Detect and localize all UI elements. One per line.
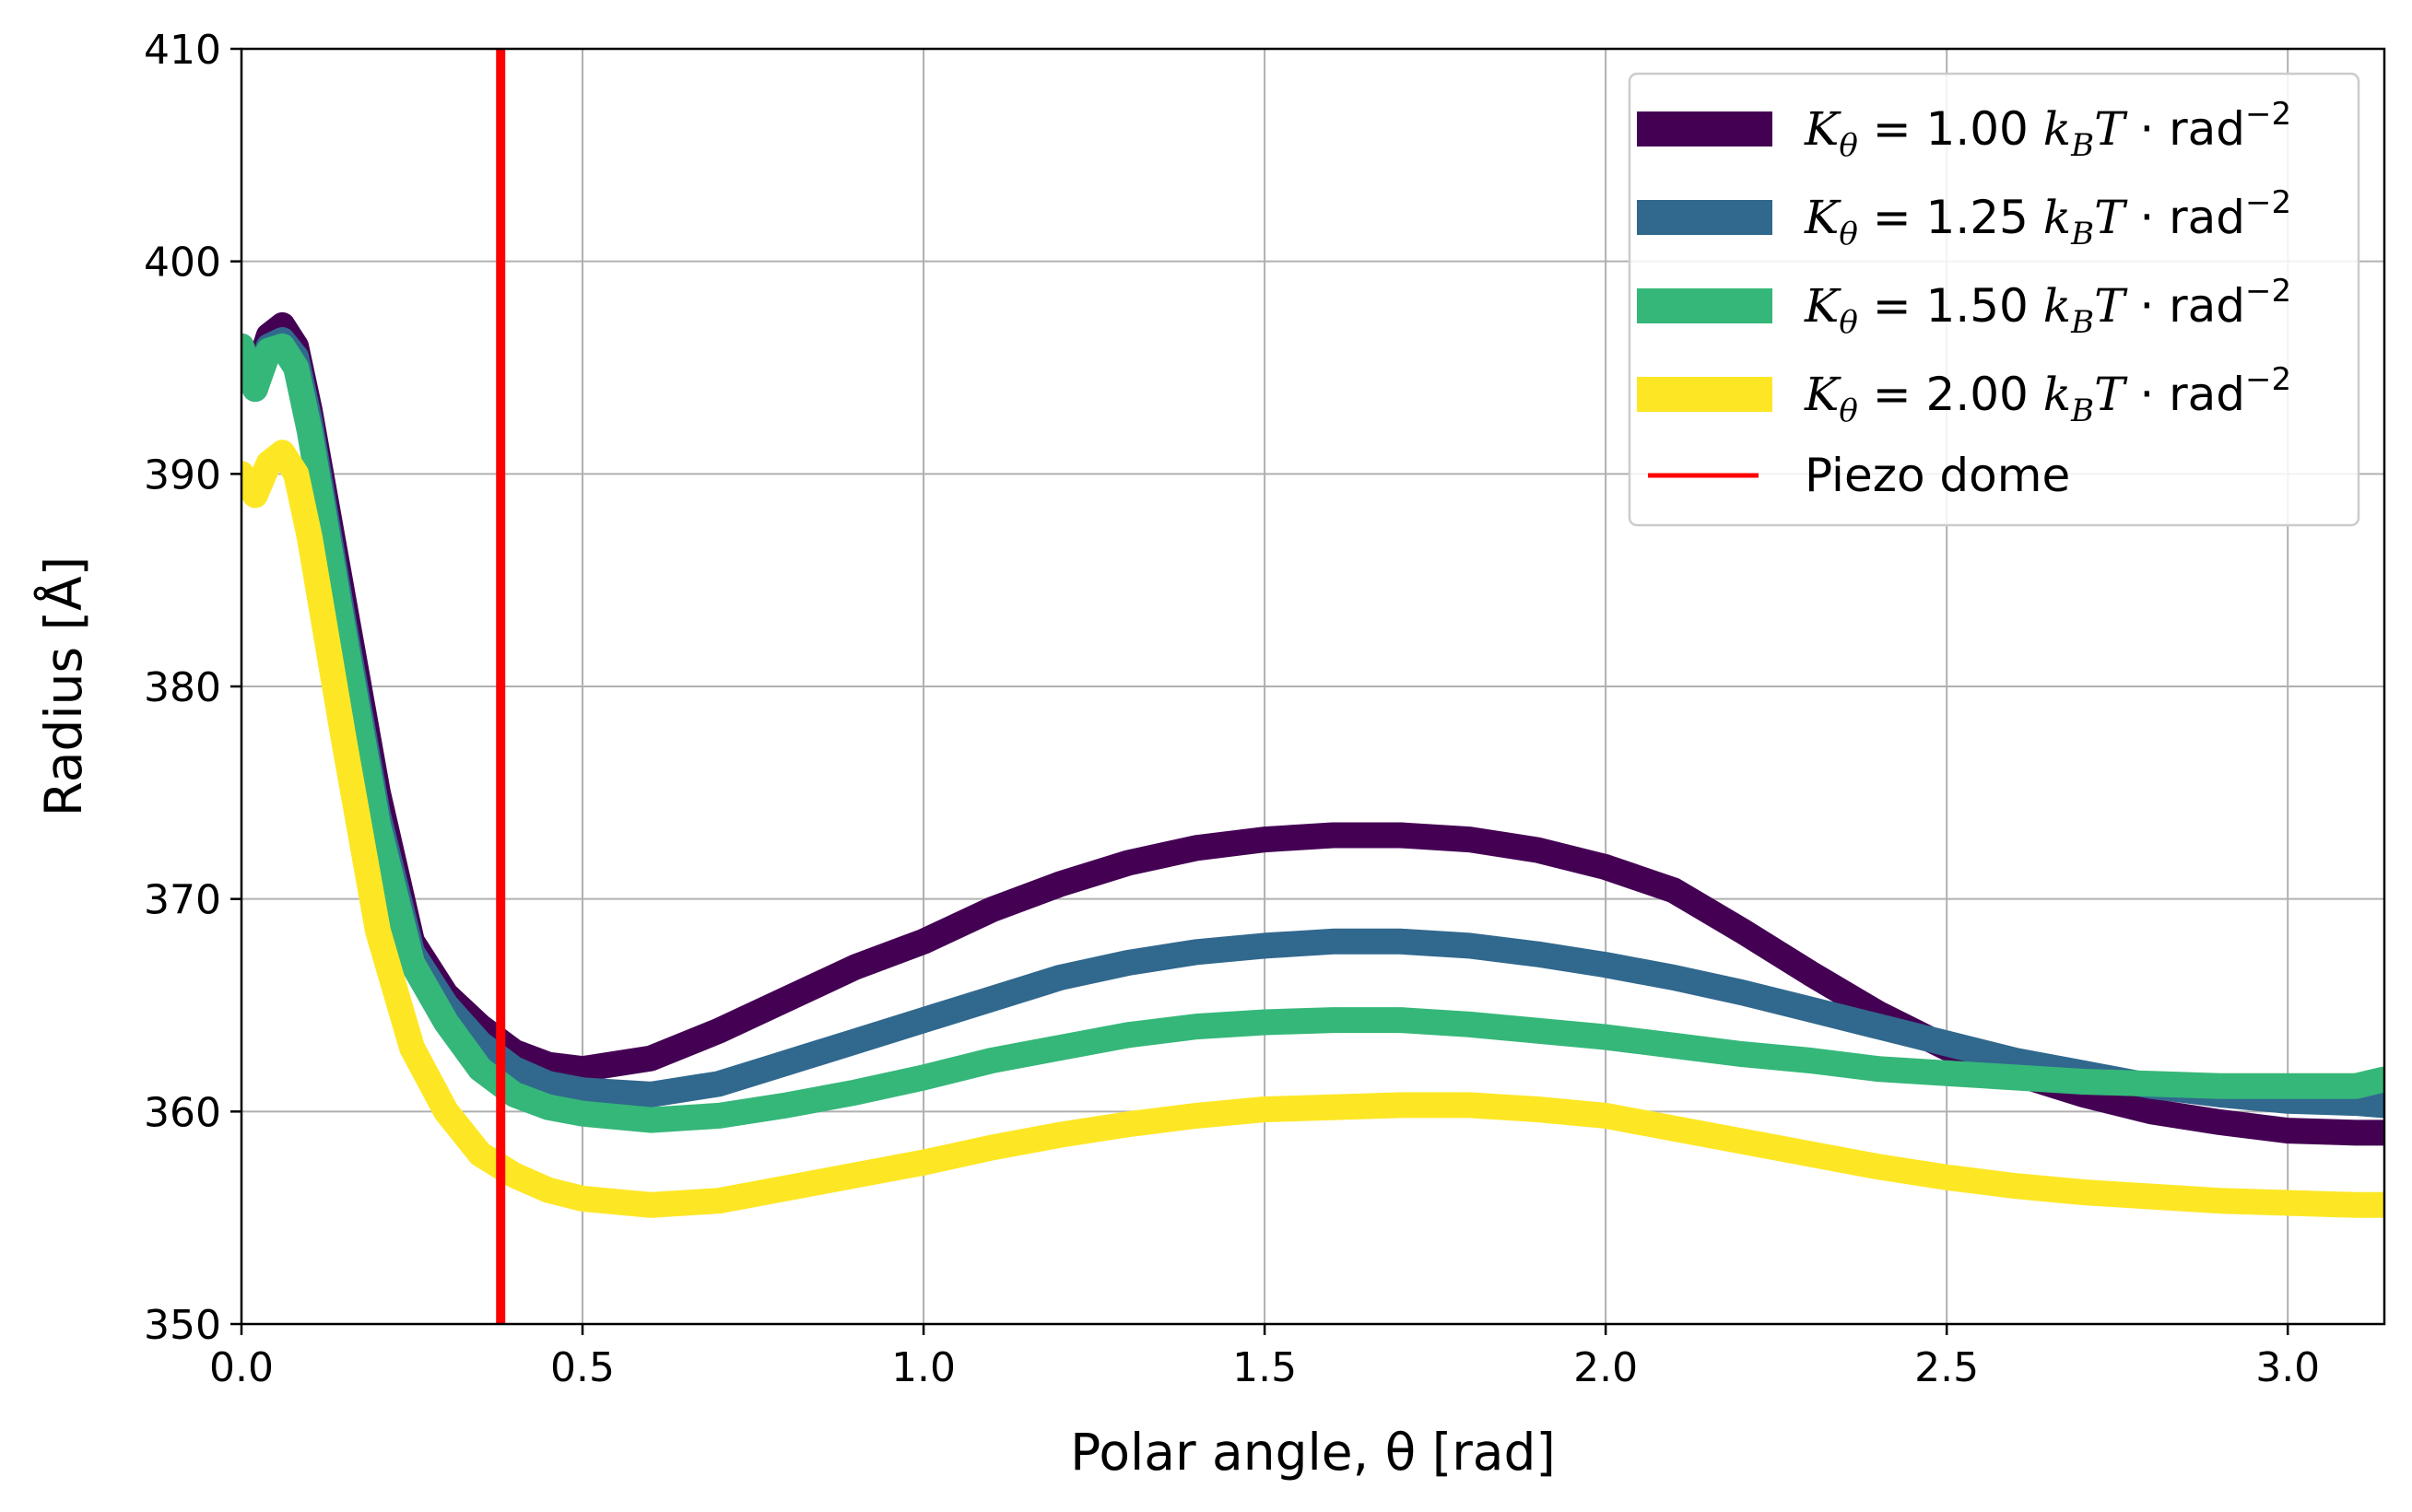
series-layer	[241, 311, 2384, 1218]
series-line-3	[241, 333, 2384, 1133]
legend-label-3: Kθ = 1.50 kBT · rad−2	[1804, 273, 2291, 341]
series-line-4	[241, 440, 2384, 1218]
y-tick-label: 350	[144, 1302, 221, 1349]
x-tick-label: 2.0	[1573, 1344, 1638, 1391]
y-axis-title: Radius [Å]	[33, 557, 93, 816]
x-tick-label: 1.5	[1232, 1344, 1297, 1391]
legend-label-piezo-dome: Piezo dome	[1805, 449, 2070, 502]
legend-box	[1628, 72, 2360, 527]
legend-label-4: Kθ = 2.00 kBT · rad−2	[1804, 361, 2291, 429]
x-tick-label: 3.0	[2255, 1344, 2320, 1391]
legend-label-1: Kθ = 1.00 kBT · rad−2	[1804, 96, 2291, 164]
y-tick-label: 380	[144, 664, 221, 711]
legend-label-2: Kθ = 1.25 kBT · rad−2	[1804, 184, 2291, 252]
x-tick-label: 0.5	[550, 1344, 615, 1391]
y-tick-label: 410	[144, 27, 221, 74]
y-tick-label: 360	[144, 1089, 221, 1136]
ticks: 0.0 0.5 1.0 1.5 2.0 2.5 3.0 350 360 370 380 390 400 4…	[144, 27, 2320, 1391]
x-axis-title: Polar angle, θ [rad]	[1070, 1423, 1556, 1482]
x-tick-label: 0.0	[209, 1344, 274, 1391]
x-tick-label: 1.0	[891, 1344, 956, 1391]
y-tick-label: 400	[144, 240, 221, 287]
y-tick-label: 370	[144, 877, 221, 924]
x-tick-label: 2.5	[1914, 1344, 1979, 1391]
y-tick-label: 390	[144, 451, 221, 498]
legend: Kθ = 1.00 kBT · rad−2 Kθ = 1.25 kBT · rad…	[1628, 72, 2360, 527]
